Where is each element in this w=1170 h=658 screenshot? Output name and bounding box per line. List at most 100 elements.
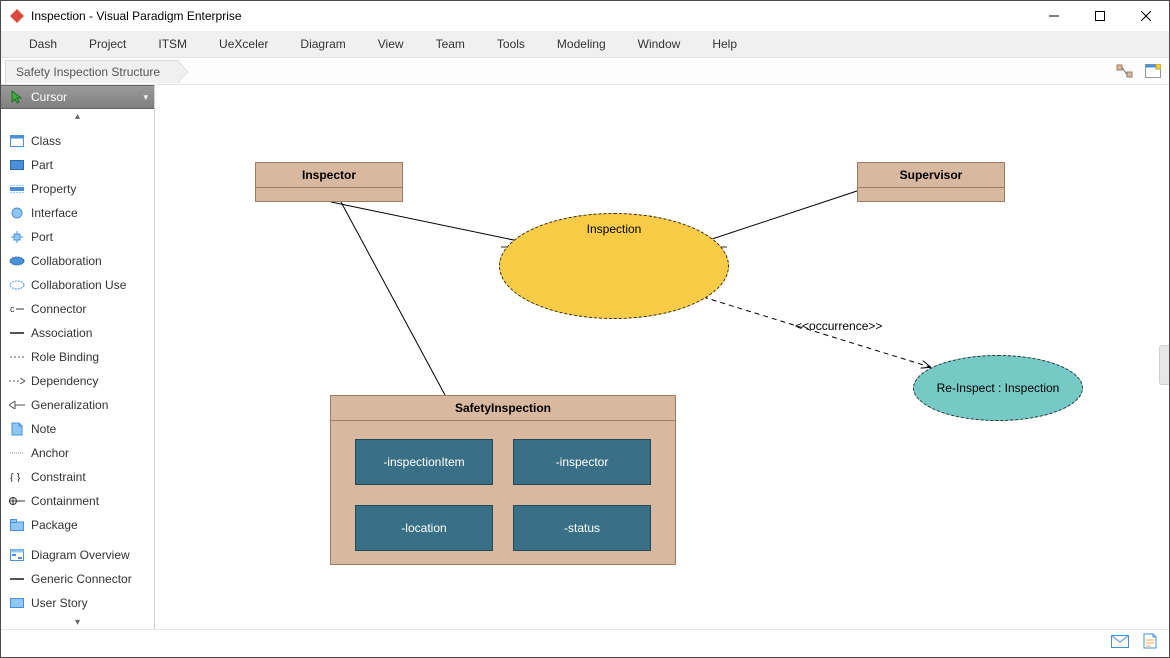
maximize-button[interactable] — [1077, 1, 1123, 31]
containment-icon — [9, 493, 25, 509]
palette-scroll-up[interactable]: ▴ — [1, 109, 154, 123]
palette-tool-collaboration[interactable]: Collaboration — [1, 249, 154, 273]
palette-tool-label: Dependency — [31, 374, 98, 388]
collaboration-label: Inspection — [587, 214, 642, 236]
palette-tool-class[interactable]: Class — [1, 129, 154, 153]
collaboration-node-reinspect[interactable]: Re-Inspect : Inspection — [913, 355, 1083, 421]
menu-modeling[interactable]: Modeling — [541, 31, 622, 58]
palette-tool-diagram-overview[interactable]: Diagram Overview — [1, 543, 154, 567]
collaboration-icon — [9, 253, 25, 269]
composite-title: SafetyInspection — [331, 396, 675, 421]
palette-tool-containment[interactable]: Containment — [1, 489, 154, 513]
menu-window[interactable]: Window — [622, 31, 697, 58]
palette-tool-generic-connector[interactable]: Generic Connector — [1, 567, 154, 591]
palette-tool-label: Containment — [31, 494, 99, 508]
palette-tool-label: Port — [31, 230, 53, 244]
breadcrumb-bar: Safety Inspection Structure — [1, 58, 1169, 85]
interface-icon — [9, 205, 25, 221]
diagram-overview-icon — [9, 547, 25, 563]
palette-tool-role-binding[interactable]: Role Binding — [1, 345, 154, 369]
menu-team[interactable]: Team — [420, 31, 481, 58]
part-inspectionitem[interactable]: -inspectionItem — [355, 439, 493, 485]
palette-tool-anchor[interactable]: Anchor — [1, 441, 154, 465]
palette-tool-label: Interface — [31, 206, 78, 220]
palette-tool-package[interactable]: Package — [1, 513, 154, 537]
palette-tool-label: Class — [31, 134, 61, 148]
palette-tool-collaboration-use[interactable]: Collaboration Use — [1, 273, 154, 297]
toolbar-layout-icon[interactable] — [1113, 59, 1137, 83]
palette-tool-constraint[interactable]: { } Constraint — [1, 465, 154, 489]
palette-tool-label: Property — [31, 182, 76, 196]
tool-palette: Cursor▾▴ClassPartPropertyInterfacePortCo… — [1, 85, 155, 629]
palette-tool-label: Anchor — [31, 446, 69, 460]
class-node-inspector[interactable]: Inspector — [255, 162, 403, 202]
class-node-supervisor[interactable]: Supervisor — [857, 162, 1005, 202]
palette-tool-label: Connector — [31, 302, 86, 316]
palette-tool-label: Constraint — [31, 470, 86, 484]
close-button[interactable] — [1123, 1, 1169, 31]
app-window: Inspection - Visual Paradigm Enterprise … — [0, 0, 1170, 658]
menu-project[interactable]: Project — [73, 31, 142, 58]
palette-tool-port[interactable]: Port — [1, 225, 154, 249]
menu-itsm[interactable]: ITSM — [142, 31, 203, 58]
note-status-icon[interactable] — [1143, 633, 1157, 654]
composite-node-safety[interactable]: SafetyInspection -inspectionItem -inspecto… — [330, 395, 676, 565]
class-body — [256, 188, 402, 198]
palette-tool-dependency[interactable]: Dependency — [1, 369, 154, 393]
palette-tool-label: Generalization — [31, 398, 108, 412]
collaboration-label: Re-Inspect : Inspection — [937, 381, 1060, 395]
palette-tool-generalization[interactable]: Generalization — [1, 393, 154, 417]
property-icon — [9, 181, 25, 197]
package-icon — [9, 517, 25, 533]
palette-tool-cursor[interactable]: Cursor▾ — [1, 85, 154, 109]
association-icon — [9, 325, 25, 341]
palette-tool-label: Collaboration Use — [31, 278, 126, 292]
role-binding-icon — [9, 349, 25, 365]
palette-tool-connector[interactable]: c Connector — [1, 297, 154, 321]
palette-tool-association[interactable]: Association — [1, 321, 154, 345]
palette-tool-user-story[interactable]: User Story — [1, 591, 154, 615]
generalization-icon — [9, 397, 25, 413]
palette-tool-part[interactable]: Part — [1, 153, 154, 177]
menu-diagram[interactable]: Diagram — [284, 31, 361, 58]
palette-tool-label: Collaboration — [31, 254, 102, 268]
palette-tool-interface[interactable]: Interface — [1, 201, 154, 225]
palette-tool-label: User Story — [31, 596, 88, 610]
app-icon — [9, 8, 25, 24]
part-status[interactable]: -status — [513, 505, 651, 551]
palette-tool-label: Association — [31, 326, 92, 340]
palette-tool-label: Cursor — [31, 90, 67, 104]
palette-tool-label: Role Binding — [31, 350, 99, 364]
edge-label-occurrence: <<occurrence>> — [795, 319, 882, 333]
generic-connector-icon — [9, 571, 25, 587]
svg-text:{ }: { } — [10, 472, 21, 482]
breadcrumb-tab[interactable]: Safety Inspection Structure — [5, 60, 179, 83]
menu-tools[interactable]: Tools — [481, 31, 541, 58]
menu-dash[interactable]: Dash — [13, 31, 73, 58]
palette-tool-label: Generic Connector — [31, 572, 132, 586]
statusbar — [1, 629, 1169, 657]
cursor-icon — [9, 89, 25, 105]
svg-text:c: c — [10, 305, 15, 313]
menu-view[interactable]: View — [362, 31, 420, 58]
menu-uexceler[interactable]: UeXceler — [203, 31, 284, 58]
part-location[interactable]: -location — [355, 505, 493, 551]
class-title: Inspector — [256, 163, 402, 188]
mail-icon[interactable] — [1111, 635, 1129, 653]
part-inspector[interactable]: -inspector — [513, 439, 651, 485]
minimize-button[interactable] — [1031, 1, 1077, 31]
palette-tool-label: Diagram Overview — [31, 548, 130, 562]
collaboration-node-inspection[interactable]: Inspection — [499, 213, 729, 319]
palette-tool-property[interactable]: Property — [1, 177, 154, 201]
palette-tool-note[interactable]: Note — [1, 417, 154, 441]
canvas-scroll-handle[interactable] — [1159, 345, 1169, 385]
dependency-icon — [9, 373, 25, 389]
menu-help[interactable]: Help — [696, 31, 753, 58]
diagram-canvas[interactable]: Inspector Supervisor Inspection Re-Inspect … — [155, 85, 1169, 629]
class-body — [858, 188, 1004, 198]
palette-scroll-down[interactable]: ▾ — [1, 615, 154, 629]
toolbar-panel-icon[interactable] — [1141, 59, 1165, 83]
user-story-icon — [9, 595, 25, 611]
menubar: Dash Project ITSM UeXceler Diagram View … — [1, 31, 1169, 58]
part-icon — [9, 157, 25, 173]
